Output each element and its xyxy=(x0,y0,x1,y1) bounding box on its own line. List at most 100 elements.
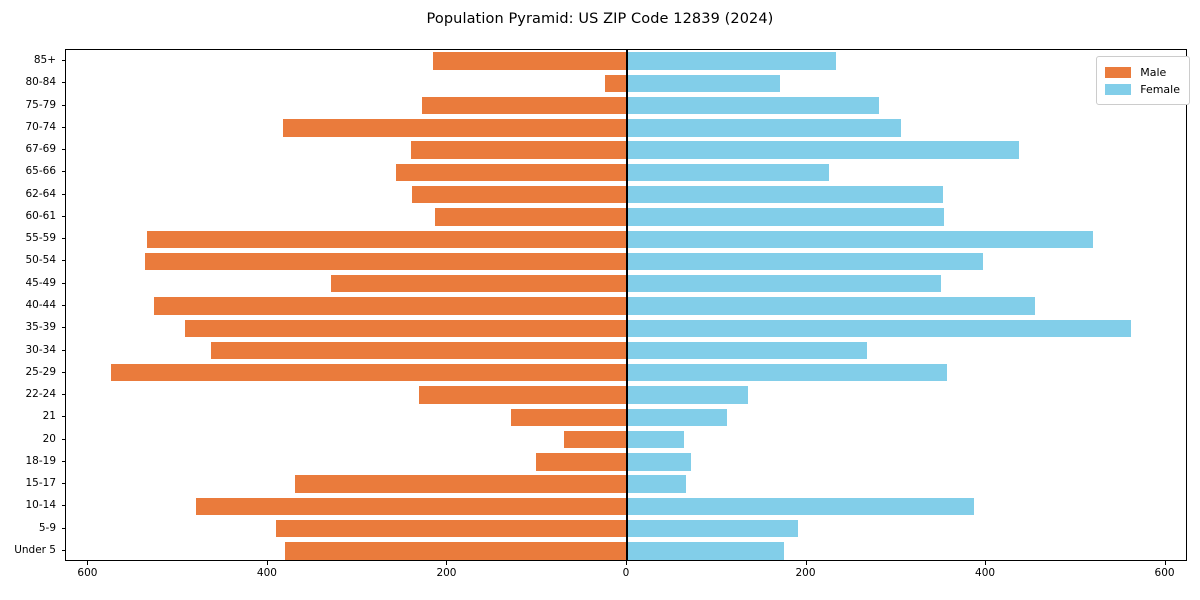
y-tick-label: 15-17 xyxy=(25,476,56,489)
chart-title: Population Pyramid: US ZIP Code 12839 (2… xyxy=(426,11,774,27)
legend-swatch-icon xyxy=(1105,66,1132,78)
y-tick-label: 40-44 xyxy=(25,298,56,311)
bar-male xyxy=(564,430,627,449)
bar-row xyxy=(66,208,1186,226)
bar-female xyxy=(627,386,749,404)
y-tick-mark xyxy=(61,460,65,462)
x-tick-label: 600 xyxy=(1154,567,1175,579)
y-tick-mark xyxy=(61,171,65,173)
y-tick-label: 70-74 xyxy=(25,120,56,133)
bar-row xyxy=(66,497,1186,516)
y-tick-label: 80-84 xyxy=(25,76,56,89)
bar-male xyxy=(410,141,627,159)
legend-label: Female xyxy=(1140,82,1180,96)
y-tick-mark xyxy=(61,416,65,418)
bar-male xyxy=(185,319,627,337)
bar-row xyxy=(66,96,1186,115)
zero-axis-line xyxy=(626,50,628,560)
bar-row xyxy=(66,430,1186,449)
bar-female xyxy=(627,163,829,182)
plot-area xyxy=(65,49,1187,561)
bar-female xyxy=(627,297,1036,315)
bar-row xyxy=(66,542,1186,560)
x-tick-label: 400 xyxy=(256,567,277,579)
y-tick-mark xyxy=(61,394,65,396)
y-tick-mark xyxy=(61,305,65,306)
y-tick-mark xyxy=(61,60,65,62)
y-tick-mark xyxy=(61,82,65,84)
bar-female xyxy=(627,96,880,115)
bar-row xyxy=(66,52,1186,70)
y-axis: 85+ 80-84 75-79 70-74 67-69 65-66 62-64 60-61 55… xyxy=(0,49,65,561)
y-tick-label: 5-9 xyxy=(38,521,56,534)
bar-male xyxy=(146,230,627,248)
y-tick-label: 30-34 xyxy=(25,343,56,356)
y-tick-label: 22-24 xyxy=(25,387,56,400)
y-tick-mark xyxy=(61,483,65,485)
bar-male xyxy=(330,275,627,293)
bar-row xyxy=(66,186,1186,204)
y-tick-mark xyxy=(61,260,65,262)
x-tick-label: 600 xyxy=(77,567,98,579)
bar-male xyxy=(110,364,627,382)
bars-layer xyxy=(66,50,1186,560)
bar-row xyxy=(66,408,1186,426)
x-tick-mark xyxy=(266,561,268,565)
bar-row xyxy=(66,119,1186,137)
bar-female xyxy=(627,497,975,516)
bar-female xyxy=(627,364,947,382)
bar-row xyxy=(66,74,1186,93)
x-tick-mark xyxy=(985,561,987,565)
bar-male xyxy=(434,208,627,226)
bar-row xyxy=(66,453,1186,471)
bar-female xyxy=(627,208,944,226)
y-tick-label: Under 5 xyxy=(14,543,56,556)
bar-female xyxy=(627,453,691,471)
y-tick-label: 50-54 xyxy=(25,254,56,267)
x-tick-mark xyxy=(626,561,627,565)
x-tick-mark xyxy=(446,561,448,565)
bar-female xyxy=(627,252,984,271)
bar-male xyxy=(605,74,627,93)
y-tick-label: 85+ xyxy=(33,53,56,66)
bar-female xyxy=(627,74,780,93)
y-tick-label: 10-14 xyxy=(25,499,56,512)
bar-female xyxy=(627,542,785,560)
y-tick-label: 20 xyxy=(42,432,56,445)
legend-entry: Male xyxy=(1105,64,1180,80)
y-tick-mark xyxy=(61,193,65,195)
y-tick-mark xyxy=(61,549,65,551)
y-tick-mark xyxy=(61,149,65,151)
x-tick-label: 400 xyxy=(975,567,996,579)
bar-male xyxy=(144,252,627,271)
x-tick-mark xyxy=(87,561,89,565)
legend-entry: Female xyxy=(1105,81,1180,97)
x-tick-mark xyxy=(1164,561,1166,565)
y-tick-label: 21 xyxy=(42,410,56,423)
y-tick-label: 65-66 xyxy=(25,165,56,178)
x-tick-mark xyxy=(805,561,807,565)
y-tick-mark xyxy=(61,215,65,217)
bar-row xyxy=(66,475,1186,493)
bar-female xyxy=(627,141,1020,159)
bar-female xyxy=(627,430,684,449)
y-tick-mark xyxy=(61,126,65,128)
bar-female xyxy=(627,119,901,137)
bar-row xyxy=(66,386,1186,404)
bar-male xyxy=(433,52,627,70)
chart-legend: Male Female xyxy=(1096,56,1190,105)
x-tick-label: 0 xyxy=(622,567,630,579)
x-tick-label: 200 xyxy=(795,567,816,579)
legend-swatch-icon xyxy=(1105,83,1132,95)
y-tick-mark xyxy=(61,327,65,329)
bar-row xyxy=(66,230,1186,248)
y-tick-label: 18-19 xyxy=(25,454,56,467)
y-tick-label: 62-64 xyxy=(25,187,56,200)
bar-male xyxy=(511,408,627,426)
y-tick-mark xyxy=(61,104,65,106)
legend-label: Male xyxy=(1140,65,1167,79)
bar-row xyxy=(66,297,1186,315)
y-tick-label: 55-59 xyxy=(25,231,56,244)
y-tick-label: 67-69 xyxy=(25,142,56,155)
y-tick-label: 60-61 xyxy=(25,209,56,222)
